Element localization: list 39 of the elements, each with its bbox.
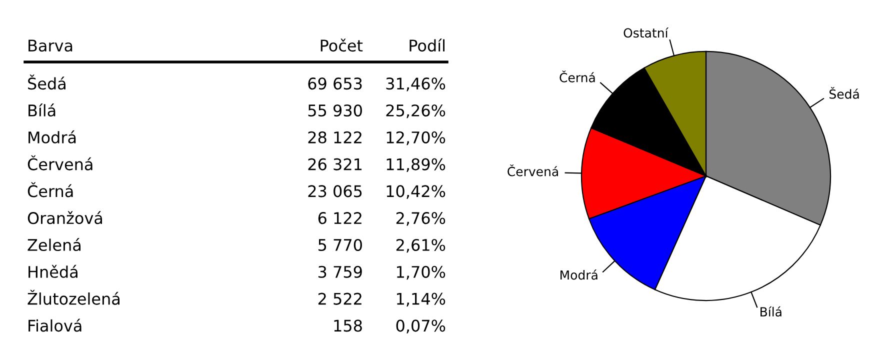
- data-label: 11,89%: [386, 158, 446, 172]
- category-label: Černá: [28, 182, 73, 198]
- data-label: 1,70%: [397, 266, 446, 280]
- slice-label: Ostatní: [624, 27, 669, 38]
- data-label: 23 065: [308, 185, 362, 198]
- data-label: 12,70%: [386, 131, 446, 146]
- text: Barva: [28, 40, 72, 52]
- data-label: 2 522: [318, 292, 362, 305]
- slice-label: Bílá: [760, 306, 782, 317]
- text: Počet: [320, 38, 363, 52]
- data-label: 2,76%: [396, 212, 446, 226]
- slice-label: Červená: [508, 164, 558, 176]
- category-label: Oranžová: [28, 211, 102, 224]
- slice-label: Šedá: [830, 87, 859, 99]
- data-label: 69 653: [308, 78, 362, 90]
- category-label: Bílá: [28, 104, 56, 117]
- category-label: Červená: [28, 155, 92, 170]
- category-label: Šedá: [28, 74, 66, 90]
- category-label: Hnědá: [28, 264, 78, 278]
- category-label: Modrá: [28, 130, 76, 144]
- category-label: Fialová: [28, 318, 82, 332]
- slice-label: Černá: [560, 70, 595, 82]
- category-label: Žlutozelená: [28, 290, 120, 305]
- data-label: 5 770: [318, 238, 362, 252]
- data-label: 1,14%: [397, 292, 446, 306]
- data-label: 158: [334, 320, 362, 332]
- data-label: 0,07%: [396, 320, 446, 334]
- data-label: 55 930: [308, 104, 362, 117]
- data-label: 6 122: [318, 212, 362, 224]
- data-label: 25,26%: [386, 104, 446, 118]
- data-label: 31,46%: [386, 78, 446, 92]
- text: Podíl: [410, 38, 444, 52]
- data-label: 26 321: [308, 158, 362, 170]
- data-label: 3 759: [318, 266, 362, 278]
- slice-label: Modrá: [560, 270, 598, 280]
- data-label: 10,42%: [386, 185, 446, 199]
- data-label: 28 122: [308, 131, 362, 144]
- category-label: Zelená: [28, 238, 80, 252]
- data-label: 2,61%: [396, 238, 446, 253]
